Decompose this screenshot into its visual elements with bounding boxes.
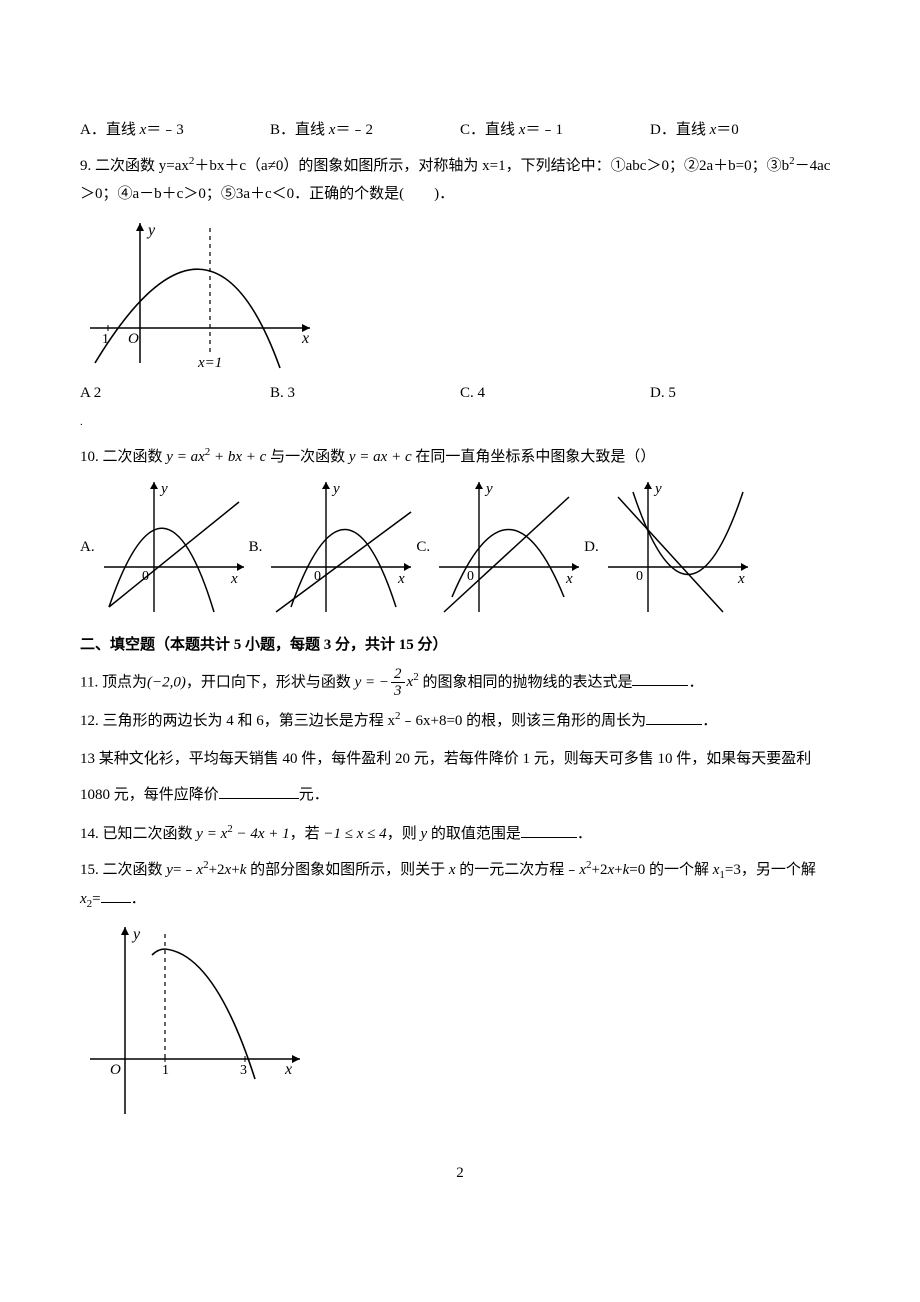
q15-body-1: 二次函数 [103, 862, 167, 878]
q9-prefix: 9. [80, 158, 91, 174]
q15-prefix: 15. [80, 862, 99, 878]
q9-x-label: x [301, 330, 309, 347]
q14-body-4: 的取值范围是 [427, 826, 521, 842]
q12-body-1: 三角形的两边长为 4 和 6，第三边长是方程 x [103, 713, 396, 729]
svg-text:y: y [653, 481, 662, 497]
q12-body-3: ． [702, 713, 717, 729]
q9-opt-c-text: 4 [478, 385, 486, 401]
q11-blank [632, 670, 688, 686]
q12-blank [646, 709, 702, 725]
q9-figure: y x O 1 x=1 [80, 213, 840, 373]
q10-prefix: 10. [80, 449, 99, 465]
svg-text:y: y [159, 481, 168, 497]
q15-body-6: ． [131, 891, 146, 907]
q14-prefix: 14. [80, 826, 99, 842]
q8-opt-a-text: 直线 x＝﹣3 [106, 122, 184, 138]
q8-opt-d: D．直线 x＝0 [650, 116, 840, 145]
q11-vertex: (−2,0) [147, 674, 186, 690]
q13-body-1: 某种文化衫，平均每天销售 40 件，每件盈利 20 元，若每件降价 1 元，则每… [80, 751, 811, 803]
q10-opt-a-label: A. [80, 533, 95, 562]
q9: 9. 二次函数 y=ax2＋bx＋c（a≠0）的图象如图所示，对称轴为 x=1，… [80, 151, 840, 209]
q8-opt-c: C．直线 x＝﹣1 [460, 116, 650, 145]
q9-opt-d-text: 5 [668, 385, 676, 401]
q11: 11. 顶点为(−2,0)，开口向下，形状与函数 y = −23x2 的图象相同… [80, 666, 840, 700]
q10-fig-c: 0 y x [434, 477, 584, 617]
q8-opt-b-text: 直线 x＝﹣2 [295, 122, 373, 138]
svg-text:x: x [230, 571, 238, 587]
q15-y-label: y [131, 926, 141, 943]
svg-text:0: 0 [636, 569, 643, 584]
q10-opt-b-label: B. [249, 533, 263, 562]
q15-body-4: =0 的一个解 [629, 862, 712, 878]
q9-tick-neg1: 1 [102, 332, 109, 347]
q9-opt-a: A 2. [80, 379, 270, 436]
q9-opt-c: C. 4 [460, 379, 650, 408]
q14-body-1: 已知二次函数 [103, 826, 197, 842]
q9-vertex-label: x=1 [197, 355, 222, 371]
q10-opt-c-label: C. [416, 533, 430, 562]
q15-blank [101, 887, 131, 903]
q11-body-4: ． [688, 674, 703, 690]
q9-options: A 2. B. 3 C. 4 D. 5 [80, 379, 840, 436]
svg-text:0: 0 [467, 569, 474, 584]
svg-text:y: y [331, 481, 340, 497]
q8-opt-c-text: 直线 x＝﹣1 [485, 122, 563, 138]
q8-opt-a: A．直线 x＝﹣3 [80, 116, 270, 145]
q15-figure: O y x 1 3 [80, 919, 840, 1119]
q10-body-3: 在同一直角坐标系中图象大致是（） [412, 449, 656, 465]
q10-fig-d: 0 y x [603, 477, 753, 617]
q9-opt-b: B. 3 [270, 379, 460, 408]
q10-figures: A. 0 y x B. 0 y x C. 0 y x D. [80, 477, 840, 617]
q11-body-2: ，开口向下，形状与函数 [186, 674, 355, 690]
q12-prefix: 12. [80, 713, 99, 729]
q8-options: A．直线 x＝﹣3 B．直线 x＝﹣2 C．直线 x＝﹣1 D．直线 x＝0 [80, 116, 840, 145]
svg-text:x: x [397, 571, 405, 587]
q15-body-3: 的一元二次方程﹣ [456, 862, 580, 878]
q8-opt-b: B．直线 x＝﹣2 [270, 116, 460, 145]
q14-body-3: ，则 [387, 826, 421, 842]
q10-body-1: 二次函数 [103, 449, 167, 465]
q10-fig-a: 0 y x [99, 477, 249, 617]
q15-tick-3: 3 [240, 1063, 247, 1078]
svg-text:y: y [484, 481, 493, 497]
section2-title: 二、填空题（本题共计 5 小题，每题 3 分，共计 15 分） [80, 631, 840, 660]
svg-text:x: x [737, 571, 745, 587]
q14-body-2: ，若 [290, 826, 324, 842]
q11-prefix: 11. [80, 674, 98, 690]
q9-y-label: y [146, 222, 156, 239]
q10-opt-d-label: D. [584, 533, 599, 562]
q12: 12. 三角形的两边长为 4 和 6，第三边长是方程 x2﹣6x+8=0 的根，… [80, 706, 840, 736]
q15-body-5: ，另一个解 [741, 862, 816, 878]
q8-opt-d-text: 直线 x＝0 [676, 122, 739, 138]
q9-body-1: 二次函数 y=ax [95, 158, 189, 174]
q15: 15. 二次函数 y=﹣x2+2x+k 的部分图象如图所示，则关于 x 的一元二… [80, 855, 840, 916]
q9-origin: O [128, 331, 139, 347]
q13-body-2: 元． [299, 787, 329, 803]
q14: 14. 已知二次函数 y = x2 − 4x + 1，若 −1 ≤ x ≤ 4，… [80, 819, 840, 849]
q14-body-5: ． [577, 826, 592, 842]
q13: 13 某种文化衫，平均每天销售 40 件，每件盈利 20 元，若每件降价 1 元… [80, 741, 840, 813]
q13-blank [219, 783, 299, 799]
q11-body-3: 的图象相同的抛物线的表达式是 [419, 674, 633, 690]
q14-blank [521, 822, 577, 838]
q9-opt-b-text: 3 [288, 385, 296, 401]
q9-body-2: ＋bx＋c（a≠0）的图象如图所示，对称轴为 x=1，下列结论中：①abc＞0；… [194, 158, 789, 174]
q11-frac-den: 3 [391, 683, 405, 700]
q13-prefix: 13 [80, 751, 95, 767]
q9-opt-d: D. 5 [650, 379, 840, 408]
q15-tick-1: 1 [162, 1063, 169, 1078]
q10-fig-b: 0 y x [266, 477, 416, 617]
svg-text:x: x [565, 571, 573, 587]
q15-x-label: x [284, 1061, 292, 1078]
q9-opt-a-text: 2 [94, 385, 102, 401]
q15-body-2: 的部分图象如图所示，则关于 [246, 862, 449, 878]
q15-origin: O [110, 1062, 121, 1078]
q11-body-1: 顶点为 [102, 674, 147, 690]
q12-body-2: ﹣6x+8=0 的根，则该三角形的周长为 [401, 713, 647, 729]
page-number: 2 [80, 1159, 840, 1188]
q10: 10. 二次函数 y = ax2 + bx + c 与一次函数 y = ax +… [80, 442, 840, 472]
q10-body-2: 与一次函数 [266, 449, 349, 465]
q11-frac-num: 2 [391, 666, 405, 684]
